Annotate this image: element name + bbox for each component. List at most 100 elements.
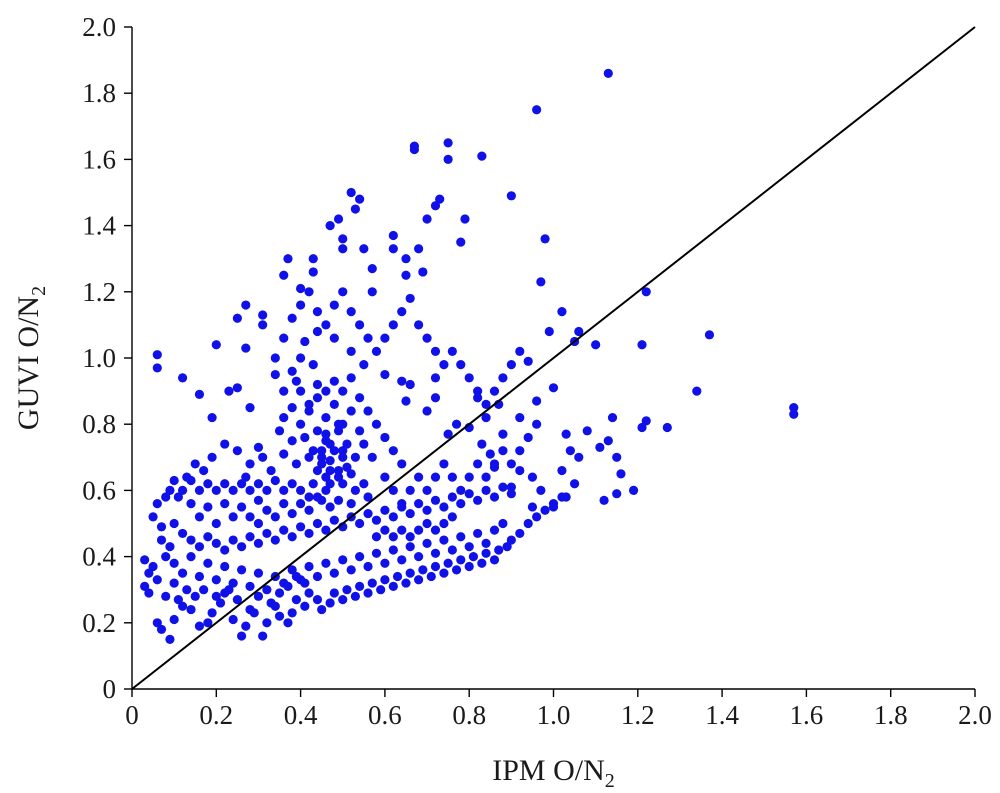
data-point xyxy=(321,472,331,482)
data-point xyxy=(177,528,188,539)
x-tick-label: 0 xyxy=(125,700,139,730)
data-point xyxy=(338,386,348,396)
data-point xyxy=(599,495,609,505)
data-point xyxy=(532,419,542,429)
data-point xyxy=(325,465,335,476)
data-point xyxy=(262,505,272,515)
data-point xyxy=(308,479,318,489)
data-point xyxy=(333,426,344,436)
data-point xyxy=(270,475,280,486)
data-point xyxy=(186,535,196,545)
data-point xyxy=(177,485,188,495)
data-point xyxy=(409,141,420,151)
data-point xyxy=(236,631,247,641)
data-point xyxy=(392,571,403,582)
x-axis-label-sub: 2 xyxy=(605,770,615,792)
data-point xyxy=(388,532,398,542)
data-point xyxy=(355,426,365,436)
data-point xyxy=(439,518,449,529)
data-point xyxy=(296,300,306,310)
data-point xyxy=(498,373,508,383)
data-point xyxy=(156,535,167,545)
data-point xyxy=(245,604,255,615)
data-point xyxy=(300,432,310,443)
data-point xyxy=(279,270,289,280)
data-point xyxy=(194,621,205,631)
data-point xyxy=(161,591,171,601)
data-point xyxy=(515,412,525,423)
data-point xyxy=(405,532,415,542)
data-point xyxy=(662,422,672,433)
reference-line xyxy=(131,26,976,690)
data-point xyxy=(241,621,251,631)
data-point xyxy=(236,502,247,512)
data-point xyxy=(346,187,356,198)
data-point xyxy=(228,485,238,495)
data-point xyxy=(287,403,297,413)
data-point xyxy=(603,68,613,78)
data-point xyxy=(350,204,360,214)
data-point xyxy=(641,287,651,297)
data-point xyxy=(473,528,483,539)
data-point xyxy=(363,561,373,572)
data-point xyxy=(321,320,331,330)
data-point xyxy=(447,492,457,502)
data-point xyxy=(380,558,390,568)
data-point xyxy=(321,429,331,439)
data-point xyxy=(262,528,272,539)
y-tick-label: 0.2 xyxy=(82,608,116,638)
y-axis-label-base: GUVI O/N xyxy=(12,296,45,430)
y-tick-label: 1.4 xyxy=(82,211,116,241)
data-point xyxy=(300,578,310,588)
data-point xyxy=(363,333,373,343)
data-point xyxy=(211,340,221,350)
data-point xyxy=(405,568,415,578)
data-point xyxy=(359,360,369,370)
data-point xyxy=(388,512,398,522)
data-point xyxy=(194,512,205,522)
data-point xyxy=(140,555,150,565)
data-point xyxy=(274,611,285,621)
data-point xyxy=(430,472,441,482)
data-point xyxy=(371,419,382,429)
data-point xyxy=(346,307,356,317)
data-point xyxy=(182,585,192,595)
data-point xyxy=(312,379,323,390)
data-point xyxy=(692,386,702,396)
data-point xyxy=(414,472,424,482)
data-point xyxy=(186,499,196,509)
data-point xyxy=(405,379,415,390)
data-point xyxy=(422,485,432,495)
data-point xyxy=(211,538,221,548)
x-tick-label: 1.4 xyxy=(705,700,739,730)
data-point xyxy=(287,313,297,323)
data-point xyxy=(414,499,424,509)
data-point xyxy=(325,221,335,231)
data-point xyxy=(228,614,238,625)
data-point xyxy=(258,310,268,320)
data-point xyxy=(523,432,533,443)
data-point xyxy=(253,538,264,548)
data-point xyxy=(367,452,377,462)
data-point xyxy=(414,575,424,585)
data-point xyxy=(388,230,398,241)
data-point xyxy=(367,287,377,297)
data-point xyxy=(540,505,550,515)
data-point xyxy=(430,561,441,572)
data-point xyxy=(342,439,352,449)
y-tick-label: 0.8 xyxy=(82,409,116,439)
data-point xyxy=(236,565,247,575)
data-point xyxy=(296,283,306,294)
data-point xyxy=(456,532,466,542)
data-point xyxy=(317,604,327,615)
data-point xyxy=(430,495,441,505)
data-point xyxy=(439,360,449,370)
data-point xyxy=(355,320,365,330)
data-point xyxy=(186,604,196,615)
data-point xyxy=(363,508,373,519)
data-point xyxy=(380,575,390,585)
data-point xyxy=(477,151,487,161)
data-point xyxy=(464,489,474,499)
data-point xyxy=(342,462,352,472)
data-point xyxy=(304,287,314,297)
